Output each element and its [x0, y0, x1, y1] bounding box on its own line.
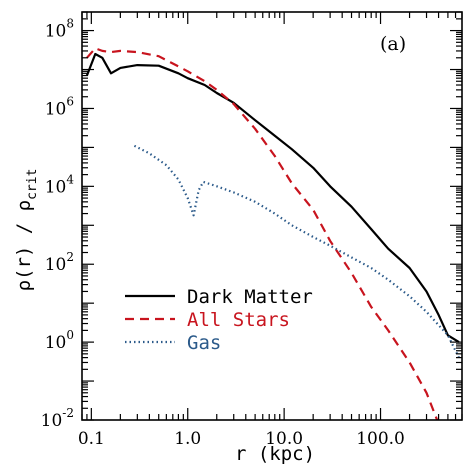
series-line-dark-matter: [85, 52, 460, 344]
y-axis-label-main: ρ(r) / ρ: [13, 200, 35, 292]
x-axis-label: r (kpc): [235, 443, 315, 465]
series-line-all-stars: [86, 47, 439, 420]
y-axis-label-sub: crit: [25, 169, 40, 200]
y-tick-label: 10-2: [41, 406, 74, 431]
series-line-gas: [133, 144, 460, 359]
series-layer: [85, 47, 460, 420]
x-tick-label: 100.0: [356, 429, 405, 449]
panel-label: (a): [380, 33, 406, 55]
x-tick-label: 0.1: [78, 429, 105, 449]
legend-label-all-stars: All Stars: [187, 309, 290, 331]
y-axis-label: ρ(r) / ρcrit: [13, 169, 40, 292]
y-tick-label: 104: [45, 172, 75, 197]
x-tick-label: 1.0: [174, 429, 201, 449]
y-tick-label: 102: [45, 250, 74, 275]
plot-frame: [81, 11, 463, 421]
ticks-layer: [81, 11, 463, 421]
y-tick-label: 108: [45, 17, 74, 42]
y-tick-label: 100: [45, 328, 74, 353]
legend-label-gas: Gas: [187, 332, 221, 354]
x-tick-label: 10.0: [265, 429, 303, 449]
tick-labels-layer: 0.1 1.0 10.0 100.0 108 106 104 102 100 10-2: [41, 17, 405, 449]
legend-label-dark-matter: Dark Matter: [187, 286, 313, 308]
y-tick-label: 106: [45, 94, 74, 119]
